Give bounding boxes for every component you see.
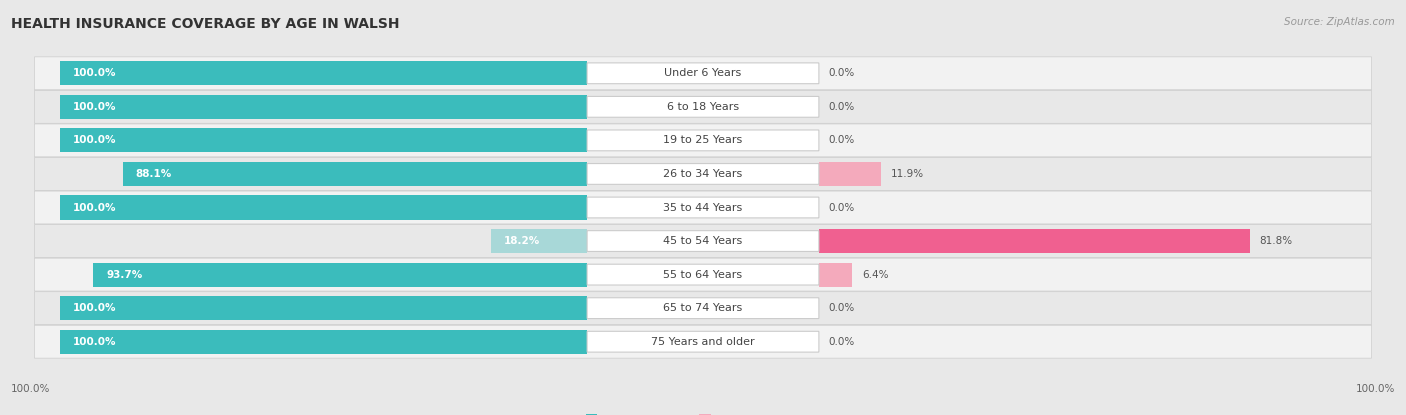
Text: 100.0%: 100.0% (1355, 384, 1395, 394)
FancyBboxPatch shape (35, 124, 1371, 157)
Text: 0.0%: 0.0% (828, 337, 855, 347)
Text: 65 to 74 Years: 65 to 74 Years (664, 303, 742, 313)
Bar (818, 263, 852, 287)
FancyBboxPatch shape (588, 63, 818, 84)
FancyBboxPatch shape (588, 331, 818, 352)
FancyBboxPatch shape (35, 258, 1371, 291)
Text: 55 to 64 Years: 55 to 64 Years (664, 270, 742, 280)
Text: Source: ZipAtlas.com: Source: ZipAtlas.com (1284, 17, 1395, 27)
Bar (818, 162, 882, 186)
Text: 0.0%: 0.0% (828, 68, 855, 78)
Text: 45 to 54 Years: 45 to 54 Years (664, 236, 742, 246)
Text: 81.8%: 81.8% (1260, 236, 1292, 246)
FancyBboxPatch shape (35, 325, 1371, 358)
FancyBboxPatch shape (588, 197, 818, 218)
Bar (60, 195, 588, 220)
Text: 0.0%: 0.0% (828, 303, 855, 313)
FancyBboxPatch shape (35, 191, 1371, 224)
FancyBboxPatch shape (588, 264, 818, 285)
Text: 100.0%: 100.0% (73, 303, 117, 313)
Text: 100.0%: 100.0% (73, 203, 117, 212)
Text: 6.4%: 6.4% (862, 270, 889, 280)
Text: 75 Years and older: 75 Years and older (651, 337, 755, 347)
FancyBboxPatch shape (588, 130, 818, 151)
Text: 11.9%: 11.9% (891, 169, 924, 179)
FancyBboxPatch shape (35, 90, 1371, 123)
Legend: With Coverage, Without Coverage: With Coverage, Without Coverage (582, 410, 824, 415)
Text: Under 6 Years: Under 6 Years (665, 68, 741, 78)
Text: 100.0%: 100.0% (73, 68, 117, 78)
Text: 93.7%: 93.7% (107, 270, 142, 280)
Bar (60, 128, 588, 152)
FancyBboxPatch shape (35, 158, 1371, 190)
Bar (60, 330, 588, 354)
Bar (818, 229, 1250, 253)
FancyBboxPatch shape (35, 292, 1371, 325)
Bar (60, 296, 588, 320)
Text: 100.0%: 100.0% (73, 337, 117, 347)
FancyBboxPatch shape (588, 164, 818, 184)
FancyBboxPatch shape (588, 231, 818, 251)
FancyBboxPatch shape (588, 298, 818, 319)
Text: 100.0%: 100.0% (73, 102, 117, 112)
Text: 100.0%: 100.0% (73, 135, 117, 145)
Text: 18.2%: 18.2% (505, 236, 540, 246)
Bar (93, 263, 588, 287)
Text: 88.1%: 88.1% (136, 169, 172, 179)
Text: 26 to 34 Years: 26 to 34 Years (664, 169, 742, 179)
Text: 35 to 44 Years: 35 to 44 Years (664, 203, 742, 212)
Text: 100.0%: 100.0% (11, 384, 51, 394)
Text: HEALTH INSURANCE COVERAGE BY AGE IN WALSH: HEALTH INSURANCE COVERAGE BY AGE IN WALS… (11, 17, 399, 31)
Text: 0.0%: 0.0% (828, 135, 855, 145)
Bar (491, 229, 588, 253)
FancyBboxPatch shape (35, 225, 1371, 257)
Text: 19 to 25 Years: 19 to 25 Years (664, 135, 742, 145)
FancyBboxPatch shape (35, 57, 1371, 90)
Text: 0.0%: 0.0% (828, 102, 855, 112)
Text: 6 to 18 Years: 6 to 18 Years (666, 102, 740, 112)
Bar (122, 162, 588, 186)
Bar (60, 95, 588, 119)
Bar (60, 61, 588, 85)
Text: 0.0%: 0.0% (828, 203, 855, 212)
FancyBboxPatch shape (588, 96, 818, 117)
